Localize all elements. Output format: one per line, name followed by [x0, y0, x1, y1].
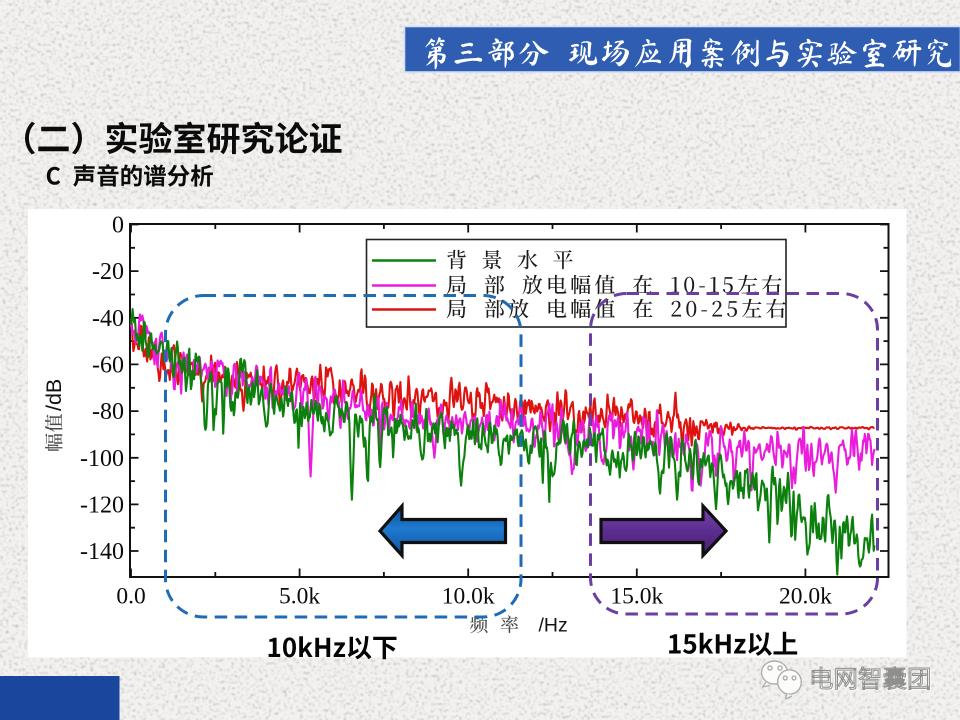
svg-text:-120: -120: [80, 492, 124, 518]
svg-text:-60: -60: [92, 352, 124, 378]
svg-text:0: 0: [112, 213, 124, 239]
svg-text:/dB: /dB: [42, 379, 66, 411]
svg-text:20.0k: 20.0k: [779, 584, 832, 610]
svg-text:-100: -100: [80, 446, 124, 472]
svg-text:-80: -80: [92, 399, 124, 425]
svg-text:-140: -140: [80, 539, 124, 565]
svg-text:-40: -40: [92, 306, 124, 332]
svg-text:-20: -20: [92, 259, 124, 285]
svg-text:0.0: 0.0: [116, 584, 145, 610]
svg-text:5.0k: 5.0k: [279, 584, 320, 610]
svg-text:15.0k: 15.0k: [610, 584, 663, 610]
svg-text:/Hz: /Hz: [539, 615, 568, 637]
svg-text:10.0k: 10.0k: [442, 584, 495, 610]
